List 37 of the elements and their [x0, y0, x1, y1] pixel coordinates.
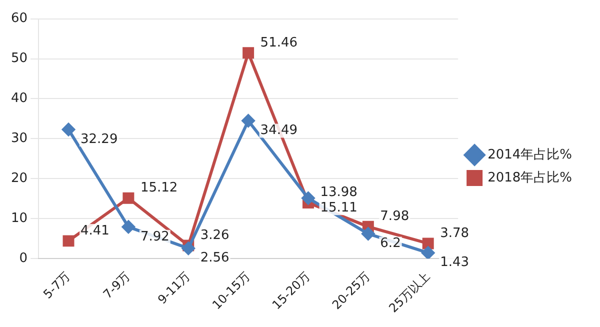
y-tick-label: 30: [10, 131, 28, 146]
point: [62, 123, 76, 136]
x-tick-label: 7-9万: [100, 269, 133, 302]
data-label: 32.29: [80, 132, 118, 147]
y-tick-label: 50: [10, 51, 28, 66]
point: [422, 246, 435, 259]
point: [62, 235, 74, 247]
data-label: 34.49: [260, 123, 298, 138]
data-label: 4.41: [80, 223, 110, 238]
data-label: 13.98: [320, 185, 358, 200]
x-tick-label: 25万以上: [386, 269, 432, 316]
data-label: 7.92: [140, 229, 170, 244]
data-label: 3.26: [200, 228, 230, 243]
point: [242, 47, 254, 59]
point: [122, 220, 135, 234]
legend-label: 2018年占比%: [488, 170, 572, 186]
data-label: 51.46: [260, 35, 298, 50]
y-tick-label: 0: [19, 250, 28, 266]
point: [362, 227, 375, 240]
y-tick-label: 40: [10, 91, 28, 106]
y-tick-label: 20: [10, 171, 28, 186]
y-tick-label: 10: [10, 210, 28, 226]
data-label: 1.43: [440, 255, 470, 270]
legend-label: 2014年占比%: [488, 147, 572, 162]
y-tick-label: 60: [10, 11, 28, 26]
data-label: 15.11: [320, 200, 358, 216]
point: [242, 114, 255, 128]
data-label: 6.2: [380, 236, 401, 252]
data-label: 7.98: [380, 209, 410, 224]
point: [182, 242, 195, 255]
point: [302, 192, 315, 205]
point: [122, 192, 134, 204]
x-tick-label: 5-7万: [40, 269, 73, 302]
data-label: 3.78: [440, 226, 470, 241]
data-label: 15.12: [140, 180, 178, 196]
point: [422, 238, 434, 250]
data-label: 2.56: [200, 250, 230, 266]
